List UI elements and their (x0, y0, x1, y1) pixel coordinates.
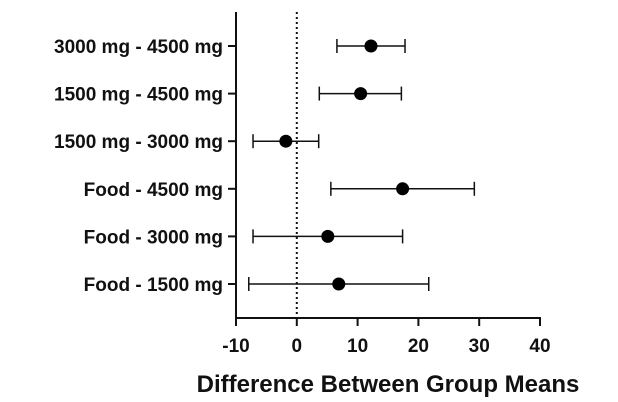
estimate-point (364, 39, 378, 53)
estimate-point (354, 87, 368, 101)
estimate-point (321, 229, 335, 243)
forest-row: Food - 3000 mg (84, 227, 404, 248)
category-label: 3000 mg - 4500 mg (54, 37, 223, 58)
forest-row: 1500 mg - 3000 mg (54, 132, 320, 153)
forest-row: 3000 mg - 4500 mg (54, 37, 406, 58)
estimate-point (279, 134, 293, 148)
x-tick-label: 10 (347, 336, 368, 357)
x-tick-label: 20 (408, 336, 429, 357)
forest-row: 1500 mg - 4500 mg (54, 85, 403, 106)
estimate-point (332, 277, 346, 291)
forest-row: Food - 4500 mg (84, 180, 476, 201)
category-label: 1500 mg - 4500 mg (54, 85, 223, 106)
forest-row: Food - 1500 mg (84, 275, 430, 296)
category-label: Food - 3000 mg (84, 227, 223, 248)
category-label: Food - 4500 mg (84, 180, 223, 201)
x-axis-title: Difference Between Group Means (197, 371, 580, 398)
category-label: Food - 1500 mg (84, 275, 223, 296)
estimate-point (396, 182, 410, 196)
category-label: 1500 mg - 3000 mg (54, 132, 223, 153)
x-tick-label: 0 (292, 336, 303, 357)
forest-plot-rows: 3000 mg - 4500 mg 1500 mg - 4500 mg 1500 m… (54, 37, 476, 296)
x-tick-label: -10 (222, 336, 249, 357)
x-axis-ticks: -10 0 10 20 30 40 (222, 318, 551, 357)
x-tick-label: 30 (469, 336, 490, 357)
x-tick-label: 40 (529, 336, 550, 357)
